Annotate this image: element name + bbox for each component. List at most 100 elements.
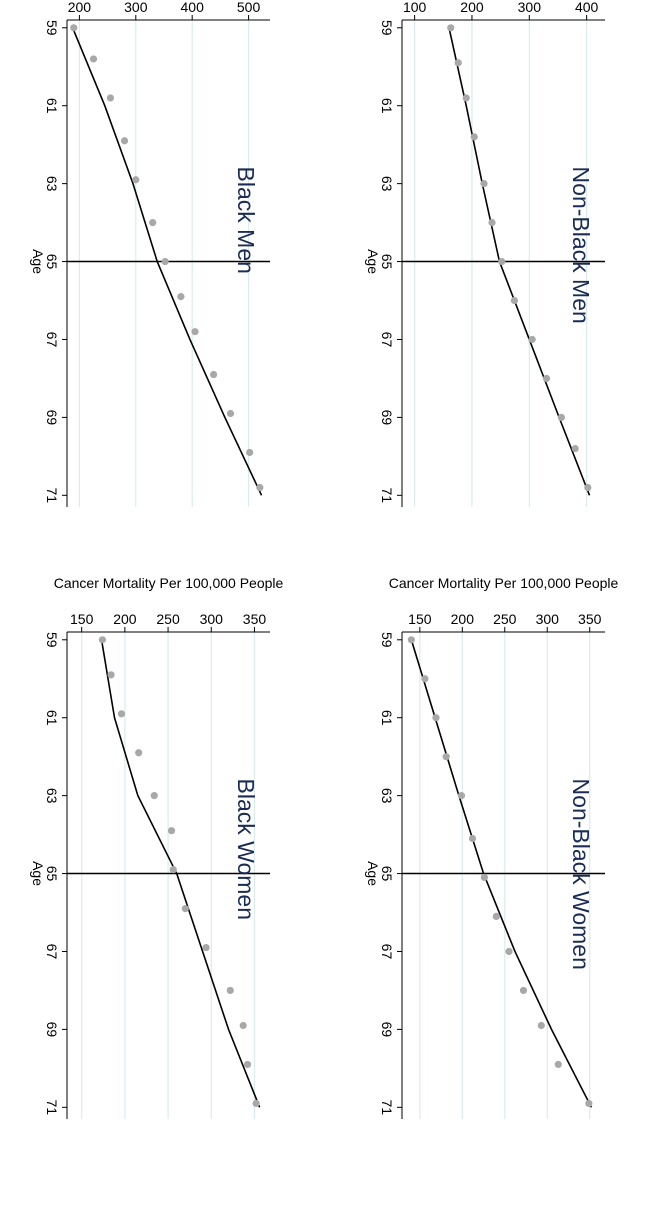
y-tick-label-2-2: 300 [518, 0, 542, 15]
data-point-3-0 [407, 636, 415, 644]
data-point-1-12 [252, 1099, 260, 1108]
x-axis-title-3: Age [365, 861, 381, 886]
x-tick-label-2-4: 67 [379, 332, 395, 348]
x-tick-label-0-5: 69 [44, 410, 60, 426]
data-point-2-6 [498, 257, 506, 266]
data-point-1-0 [98, 636, 107, 644]
panel-title-2: Non-Black Men [568, 167, 594, 324]
fit-right-3 [482, 873, 593, 1108]
data-point-1-4 [150, 792, 158, 800]
data-point-2-10 [557, 413, 566, 421]
data-point-1-5 [167, 827, 176, 835]
panel-3: 150 200 250 300 350 59 61 63 65 67 69 71 Age Cancer M… [365, 575, 618, 1119]
x-tick-label-2-5: 69 [379, 410, 395, 426]
x-tick-label-1-5: 69 [44, 1022, 60, 1038]
x-tick-label-3-3: 65 [379, 866, 395, 882]
x-tick-label-1-0: 59 [44, 632, 60, 648]
y-tick-label-0-0: 200 [68, 0, 92, 15]
y-tick-label-2-0: 100 [403, 0, 427, 15]
x-tick-label-2-0: 59 [379, 20, 395, 36]
y-tick-label-0-3: 500 [237, 0, 261, 15]
y-tick-label-3-0: 150 [408, 611, 432, 627]
x-axis-title-1: Age [30, 861, 46, 886]
x-tick-label-0-4: 67 [44, 332, 60, 348]
data-point-0-6 [161, 257, 169, 266]
data-point-0-3 [120, 137, 129, 145]
data-point-0-11 [246, 448, 254, 457]
data-point-3-7 [492, 912, 500, 921]
y-tick-label-3-1: 200 [451, 611, 475, 627]
data-point-3-9 [519, 986, 528, 995]
data-point-2-12 [584, 483, 592, 492]
y-axis-title-1: Cancer Mortality Per 100,000 People [54, 575, 284, 591]
data-point-3-10 [537, 1021, 545, 1030]
data-point-2-9 [542, 374, 551, 383]
y-tick-label-3-4: 350 [578, 611, 602, 627]
x-tick-label-2-6: 71 [379, 488, 395, 504]
data-point-3-4 [457, 792, 466, 800]
fit-left-0 [71, 27, 158, 262]
y-tick-label-1-2: 250 [156, 611, 180, 627]
x-tick-label-0-3: 65 [44, 254, 60, 270]
x-tick-label-1-1: 61 [44, 710, 60, 726]
data-point-3-6 [480, 873, 488, 882]
data-point-1-6 [169, 866, 177, 874]
x-tick-label-2-3: 65 [379, 254, 395, 270]
data-point-0-1 [89, 55, 98, 63]
x-tick-label-2-2: 63 [379, 176, 395, 192]
y-tick-label-3-2: 250 [493, 611, 517, 627]
data-point-0-8 [191, 328, 199, 336]
data-point-1-7 [181, 905, 189, 913]
x-tick-label-2-1: 61 [379, 98, 395, 114]
x-axis-title-0: Age [30, 249, 46, 274]
panel-title-0: Black Men [233, 167, 259, 274]
y-tick-label-1-4: 350 [243, 611, 267, 627]
x-tick-label-3-0: 59 [379, 632, 395, 648]
data-point-0-10 [226, 409, 235, 418]
x-tick-label-1-2: 63 [44, 788, 60, 804]
x-tick-label-0-0: 59 [44, 20, 60, 36]
y-tick-label-1-0: 150 [70, 611, 94, 627]
data-point-3-5 [468, 834, 477, 843]
y-tick-label-2-1: 200 [460, 0, 484, 15]
data-point-3-2 [432, 714, 440, 722]
data-point-2-2 [462, 94, 470, 102]
data-point-2-7 [510, 296, 518, 305]
x-axis-title-2: Age [365, 249, 381, 274]
data-point-0-9 [210, 370, 218, 379]
x-tick-label-3-6: 71 [379, 1100, 395, 1116]
x-tick-label-0-6: 71 [44, 488, 60, 504]
data-point-0-4 [132, 176, 140, 184]
x-tick-label-0-1: 61 [44, 98, 60, 114]
data-point-2-4 [480, 180, 488, 188]
x-tick-label-1-3: 65 [44, 866, 60, 882]
data-point-0-5 [149, 218, 157, 227]
y-tick-label-1-3: 300 [200, 611, 224, 627]
x-tick-label-1-4: 67 [44, 944, 60, 960]
data-point-0-0 [70, 24, 78, 32]
data-point-2-1 [454, 59, 462, 67]
data-point-1-2 [117, 710, 126, 718]
data-point-0-2 [106, 94, 115, 102]
data-point-1-1 [107, 671, 115, 679]
y-axis-title-3: Cancer Mortality Per 100,000 People [389, 575, 619, 591]
data-point-1-3 [135, 749, 143, 757]
data-point-0-12 [256, 483, 264, 492]
x-tick-label-3-4: 67 [379, 944, 395, 960]
x-tick-label-0-2: 63 [44, 176, 60, 192]
panel-title-3: Non-Black Women [568, 779, 594, 970]
data-point-2-5 [488, 218, 496, 227]
data-point-3-8 [505, 947, 513, 956]
data-point-1-11 [243, 1060, 252, 1069]
x-tick-label-3-1: 61 [379, 710, 395, 726]
data-point-0-7 [177, 293, 185, 301]
x-tick-label-3-2: 63 [379, 788, 395, 804]
data-point-2-0 [447, 24, 455, 32]
data-point-3-12 [585, 1099, 593, 1108]
x-tick-label-3-5: 69 [379, 1022, 395, 1038]
y-tick-label-2-3: 400 [575, 0, 599, 15]
data-point-3-1 [421, 675, 429, 683]
y-tick-label-0-2: 400 [181, 0, 205, 15]
